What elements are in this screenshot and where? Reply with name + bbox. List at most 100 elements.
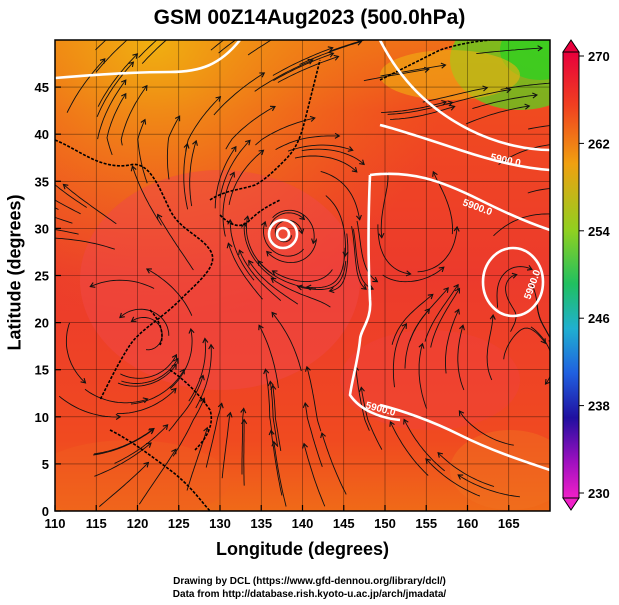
streamline-arrow bbox=[553, 123, 558, 128]
streamline bbox=[425, 458, 481, 497]
streamline bbox=[380, 172, 389, 238]
colorbar-label: 254 bbox=[588, 224, 610, 239]
streamline-arrow bbox=[553, 142, 558, 147]
streamline bbox=[272, 385, 282, 451]
streamline bbox=[498, 144, 550, 165]
streamline bbox=[297, 260, 347, 290]
streamline bbox=[287, 144, 353, 152]
streamline-arrow bbox=[438, 266, 445, 273]
streamline-arrow bbox=[138, 35, 143, 40]
streamline bbox=[301, 148, 365, 165]
streamline-arrow bbox=[263, 368, 270, 375]
streamline-arrow bbox=[524, 103, 531, 110]
streamline-arrow bbox=[217, 402, 224, 409]
streamline-arrow bbox=[304, 365, 311, 372]
streamline bbox=[496, 266, 533, 308]
streamline bbox=[93, 428, 155, 455]
streamline-arrow bbox=[49, 227, 54, 232]
streamline-arrow bbox=[302, 402, 309, 409]
streamline bbox=[465, 105, 530, 125]
y-tick-label: 35 bbox=[35, 174, 49, 189]
y-axis-label: Latitude (degrees) bbox=[4, 194, 25, 351]
streamline-arrow bbox=[309, 115, 316, 122]
x-tick-label: 110 bbox=[45, 516, 66, 531]
streamline-arrow bbox=[552, 347, 557, 352]
streamline bbox=[306, 366, 322, 432]
x-tick-label: 120 bbox=[127, 516, 149, 531]
streamline-arrow bbox=[171, 353, 178, 360]
streamline bbox=[486, 315, 494, 381]
streamline-arrow bbox=[238, 35, 243, 40]
streamline bbox=[363, 68, 429, 82]
streamline bbox=[530, 326, 550, 385]
streamline bbox=[381, 101, 447, 114]
streamline bbox=[409, 287, 449, 342]
streamline-arrow bbox=[355, 214, 362, 221]
streamline bbox=[351, 226, 367, 290]
streamline-arrow bbox=[62, 183, 69, 190]
x-tick-label: 135 bbox=[250, 516, 272, 531]
streamline-arrow bbox=[148, 428, 155, 435]
streamline bbox=[168, 375, 204, 432]
streamline bbox=[185, 96, 221, 152]
streamline bbox=[503, 327, 546, 360]
y-tick-label: 0 bbox=[42, 504, 49, 519]
streamline bbox=[97, 79, 127, 140]
y-axis-ticks: 0 5 10 15 20 25 30 35 40 45 bbox=[35, 80, 61, 519]
streamline-arrow bbox=[449, 104, 456, 111]
x-axis-ticks: 110 115 120 125 130 135 140 145 150 155 160 165 bbox=[45, 505, 520, 531]
credit-drawing: Drawing by DCL (https://www.gfd-dennou.o… bbox=[173, 576, 446, 587]
streamline-arrow bbox=[271, 270, 278, 276]
streamline-arrow bbox=[248, 259, 254, 266]
streamline-arrow bbox=[328, 51, 335, 58]
streamline bbox=[275, 135, 340, 150]
streamline bbox=[66, 58, 106, 113]
streamline bbox=[58, 395, 121, 418]
streamline-arrow bbox=[441, 99, 448, 106]
streamline-arrow bbox=[238, 249, 244, 256]
streamline bbox=[320, 170, 361, 220]
streamline-arrow bbox=[199, 374, 205, 381]
streamline bbox=[325, 195, 346, 257]
streamline bbox=[55, 207, 59, 210]
streamline-arrow bbox=[158, 35, 163, 40]
streamline bbox=[459, 410, 514, 446]
streamline bbox=[157, 214, 194, 271]
x-axis-label: Longitude (degrees) bbox=[215, 539, 389, 559]
streamline bbox=[266, 238, 317, 264]
streamline-arrow bbox=[424, 66, 430, 73]
streamline-arrow bbox=[140, 118, 147, 125]
streamline bbox=[55, 184, 87, 208]
wind-streamlines bbox=[49, 34, 558, 507]
streamline bbox=[121, 358, 179, 384]
streamline-arrow bbox=[311, 238, 317, 245]
y-tick-label: 15 bbox=[35, 363, 49, 378]
y-tick-label: 20 bbox=[35, 316, 49, 331]
streamline-arrow bbox=[271, 440, 278, 447]
streamline-arrow bbox=[145, 268, 152, 274]
streamline bbox=[304, 403, 323, 467]
streamline-arrow bbox=[179, 368, 185, 375]
streamline bbox=[391, 294, 434, 345]
streamline-arrow bbox=[482, 85, 489, 92]
streamline-arrow bbox=[173, 357, 179, 364]
streamline-arrow bbox=[454, 308, 460, 315]
streamline-arrow bbox=[162, 424, 169, 430]
streamline-arrow bbox=[269, 105, 276, 112]
streamline-arrow bbox=[389, 420, 395, 427]
streamline-arrow bbox=[108, 34, 113, 39]
streamline-arrow bbox=[128, 61, 135, 68]
geopotential-contours bbox=[55, 40, 550, 472]
streamline bbox=[417, 226, 458, 273]
streamline-arrow bbox=[226, 242, 233, 249]
streamline bbox=[90, 279, 155, 289]
streamline bbox=[63, 184, 117, 225]
streamline bbox=[437, 452, 495, 487]
streamline-arrow bbox=[351, 166, 358, 173]
streamline bbox=[269, 381, 279, 447]
streamline bbox=[272, 269, 333, 283]
streamline-arrow bbox=[454, 287, 461, 294]
streamline-arrow bbox=[258, 324, 264, 331]
streamline bbox=[265, 369, 273, 435]
